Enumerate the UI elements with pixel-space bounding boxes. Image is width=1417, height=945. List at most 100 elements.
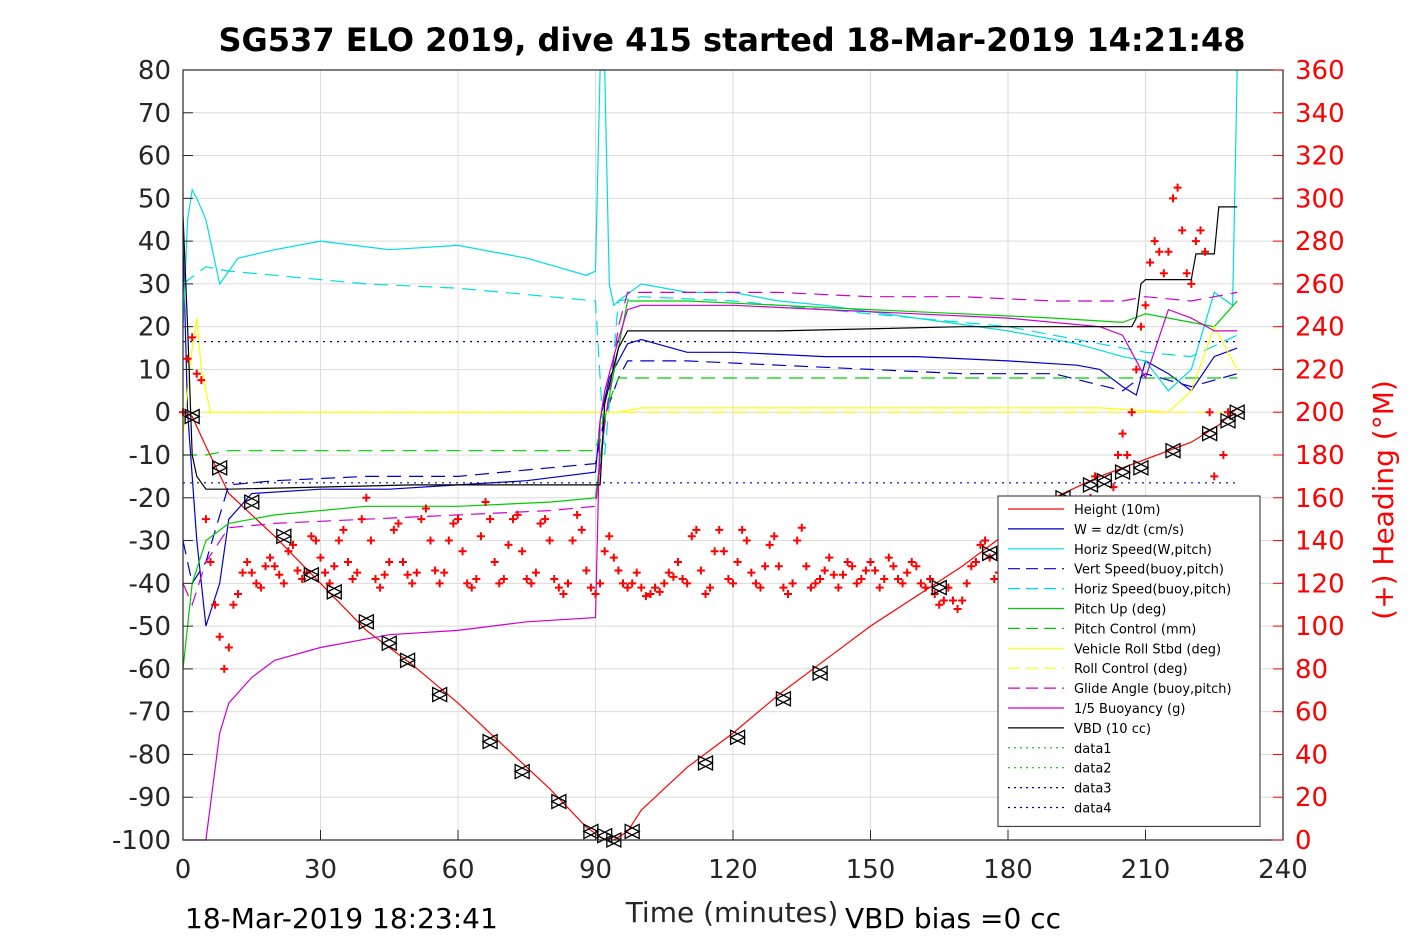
heading-point-135 — [797, 523, 806, 532]
heading-point-152 — [875, 583, 884, 592]
height-marker-21 — [930, 579, 948, 596]
heading-point-160 — [912, 562, 921, 571]
y2-tick-label-12: 240 — [1295, 313, 1345, 343]
heading-point-53 — [421, 504, 430, 513]
heading-point-43 — [376, 583, 385, 592]
heading-point-148 — [857, 575, 866, 584]
heading-point-6 — [206, 557, 215, 566]
heading-point-79 — [541, 515, 550, 524]
heading-point-97 — [623, 583, 632, 592]
heading-point-211 — [1146, 258, 1155, 267]
heading-point-52 — [417, 515, 426, 524]
heading-point-156 — [894, 575, 902, 584]
y2-axis-label: (+) Heading (°M) — [1367, 380, 1400, 620]
height-marker-26 — [1095, 472, 1113, 489]
heading-point-29 — [311, 536, 320, 545]
y2-tick-label-16: 320 — [1295, 142, 1345, 172]
heading-point-125 — [751, 579, 760, 588]
y-tick-label-17: 70 — [138, 99, 171, 129]
heading-point-28 — [307, 532, 316, 541]
heading-point-224 — [1205, 408, 1214, 417]
axes-layer: 0 30 60 90 120 150 180 210 240-100-90-80-70-60-5… — [112, 56, 1345, 885]
height-marker-27 — [1114, 464, 1132, 481]
height-marker-31 — [1219, 412, 1237, 429]
heading-point-55 — [431, 566, 440, 575]
heading-point-172 — [967, 562, 976, 571]
heading-point-162 — [921, 583, 930, 592]
heading-point-84 — [564, 579, 572, 588]
heading-point-45 — [385, 557, 394, 566]
heading-point-215 — [1164, 247, 1173, 256]
heading-point-35 — [339, 525, 348, 534]
footer-timestamp: 18-Mar-2019 18:23:41 — [185, 902, 498, 935]
heading-point-3 — [192, 369, 201, 378]
heading-point-105 — [660, 579, 669, 588]
heading-point-33 — [330, 562, 339, 571]
x-axis-label: Time (minutes) — [625, 896, 839, 929]
heading-point-150 — [866, 557, 875, 566]
heading-point-80 — [545, 536, 554, 545]
heading-point-25 — [293, 566, 302, 575]
y-tick-label-8: -20 — [129, 484, 171, 514]
series-line-11 — [182, 206, 1238, 490]
height-marker-10 — [481, 733, 499, 750]
heading-point-49 — [403, 570, 412, 579]
heading-point-177 — [990, 575, 999, 584]
heading-point-74 — [518, 547, 527, 556]
legend-label-14: data3 — [1074, 782, 1112, 797]
heading-point-59 — [449, 519, 458, 528]
heading-point-21 — [275, 570, 284, 579]
height-marker-6 — [357, 613, 375, 630]
heading-point-206 — [1123, 451, 1132, 459]
heading-point-218 — [1178, 226, 1187, 235]
heading-point-42 — [371, 575, 380, 584]
heading-point-163 — [926, 575, 935, 584]
height-marker-5 — [325, 583, 343, 600]
legend-label-2: Horiz Speed(W,pitch) — [1074, 543, 1212, 558]
heading-point-65 — [476, 532, 485, 541]
height-marker-2 — [243, 494, 261, 511]
heading-point-44 — [380, 570, 389, 579]
height-marker-16 — [623, 823, 641, 840]
heading-point-30 — [316, 553, 325, 562]
heading-point-51 — [412, 568, 421, 577]
heading-point-46 — [389, 525, 398, 534]
legend-label-5: Pitch Up (deg) — [1074, 603, 1166, 618]
chart-title: SG537 ELO 2019, dive 415 started 18-Mar-… — [218, 21, 1245, 59]
heading-point-145 — [843, 557, 852, 566]
heading-point-170 — [958, 596, 967, 605]
heading-point-147 — [852, 579, 861, 588]
heading-point-73 — [513, 510, 522, 519]
heading-point-60 — [454, 515, 462, 524]
heading-point-204 — [1114, 451, 1122, 459]
legend-label-7: Vehicle Roll Stbd (deg) — [1074, 642, 1221, 657]
heading-point-103 — [651, 583, 660, 592]
heading-point-17 — [256, 583, 265, 592]
y2-tick-label-14: 280 — [1295, 227, 1345, 257]
heading-point-227 — [1219, 451, 1228, 459]
heading-point-141 — [825, 553, 834, 562]
heading-point-214 — [1159, 269, 1168, 278]
height-marker-1 — [211, 459, 229, 476]
heading-point-39 — [357, 515, 366, 524]
heading-point-221 — [1191, 237, 1200, 246]
heading-point-166 — [939, 596, 948, 605]
heading-point-85 — [568, 536, 577, 545]
heading-point-41 — [366, 536, 375, 545]
heading-point-207 — [1127, 408, 1136, 417]
heading-point-102 — [646, 590, 655, 599]
y2-tick-label-13: 260 — [1295, 270, 1345, 300]
heading-point-48 — [399, 557, 407, 566]
y2-tick-label-1: 20 — [1295, 783, 1328, 813]
heading-point-208 — [1132, 365, 1141, 374]
heading-point-144 — [839, 570, 847, 579]
y2-tick-label-5: 100 — [1295, 612, 1345, 642]
heading-point-90 — [591, 590, 600, 599]
heading-point-123 — [742, 536, 751, 545]
legend-label-0: Height (10m) — [1074, 503, 1160, 518]
heading-point-132 — [784, 590, 792, 599]
legend-label-6: Pitch Control (mm) — [1074, 622, 1196, 637]
heading-point-61 — [458, 547, 467, 556]
heading-point-19 — [266, 553, 275, 562]
